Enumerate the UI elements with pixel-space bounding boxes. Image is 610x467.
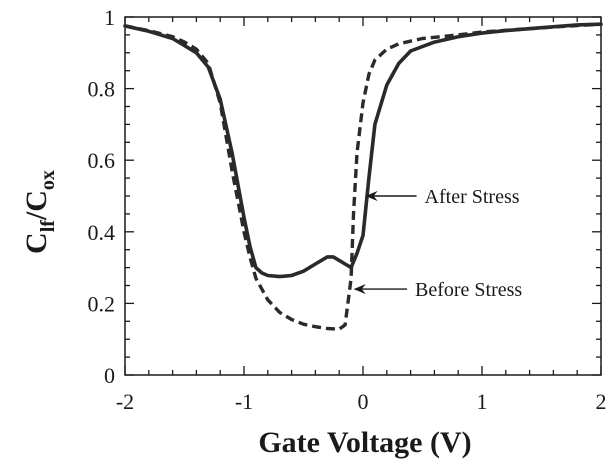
axis-ticks (124, 16, 602, 376)
y-tick-label: 0.8 (88, 77, 116, 102)
annotation-layer: After Stress Before Stress (353, 186, 522, 301)
axis-tick-labels: -2 -1 0 1 2 0 0.2 0.4 0.6 0.8 1 (88, 5, 607, 414)
y-tick-label: 0 (104, 363, 115, 388)
y-tick-label: 1 (104, 5, 115, 30)
x-tick-label: 2 (596, 389, 607, 414)
x-axis-label: Gate Voltage (V) (258, 426, 471, 459)
series-line-before-stress (124, 22, 602, 331)
series-layer (123, 22, 603, 331)
x-tick-label: -1 (235, 389, 253, 414)
y-axis-label: Clf/Cox (20, 170, 59, 254)
y-axis-label-sub2: ox (37, 170, 59, 190)
y-axis-label-main: C (20, 232, 53, 254)
y-tick-label: 0.2 (88, 291, 116, 316)
series-line-after-stress (123, 22, 603, 279)
x-tick-label: 1 (477, 389, 488, 414)
y-axis-label-sub1: lf (37, 220, 59, 233)
annotation-label: After Stress (425, 186, 520, 208)
y-axis-label-sep: /C (20, 190, 53, 221)
y-tick-label: 0.4 (88, 220, 116, 245)
x-tick-label: -2 (116, 389, 134, 414)
plot-frame (124, 16, 602, 376)
y-tick-label: 0.6 (88, 148, 116, 173)
x-tick-label: 0 (358, 389, 369, 414)
annotation-label: Before Stress (415, 279, 522, 301)
